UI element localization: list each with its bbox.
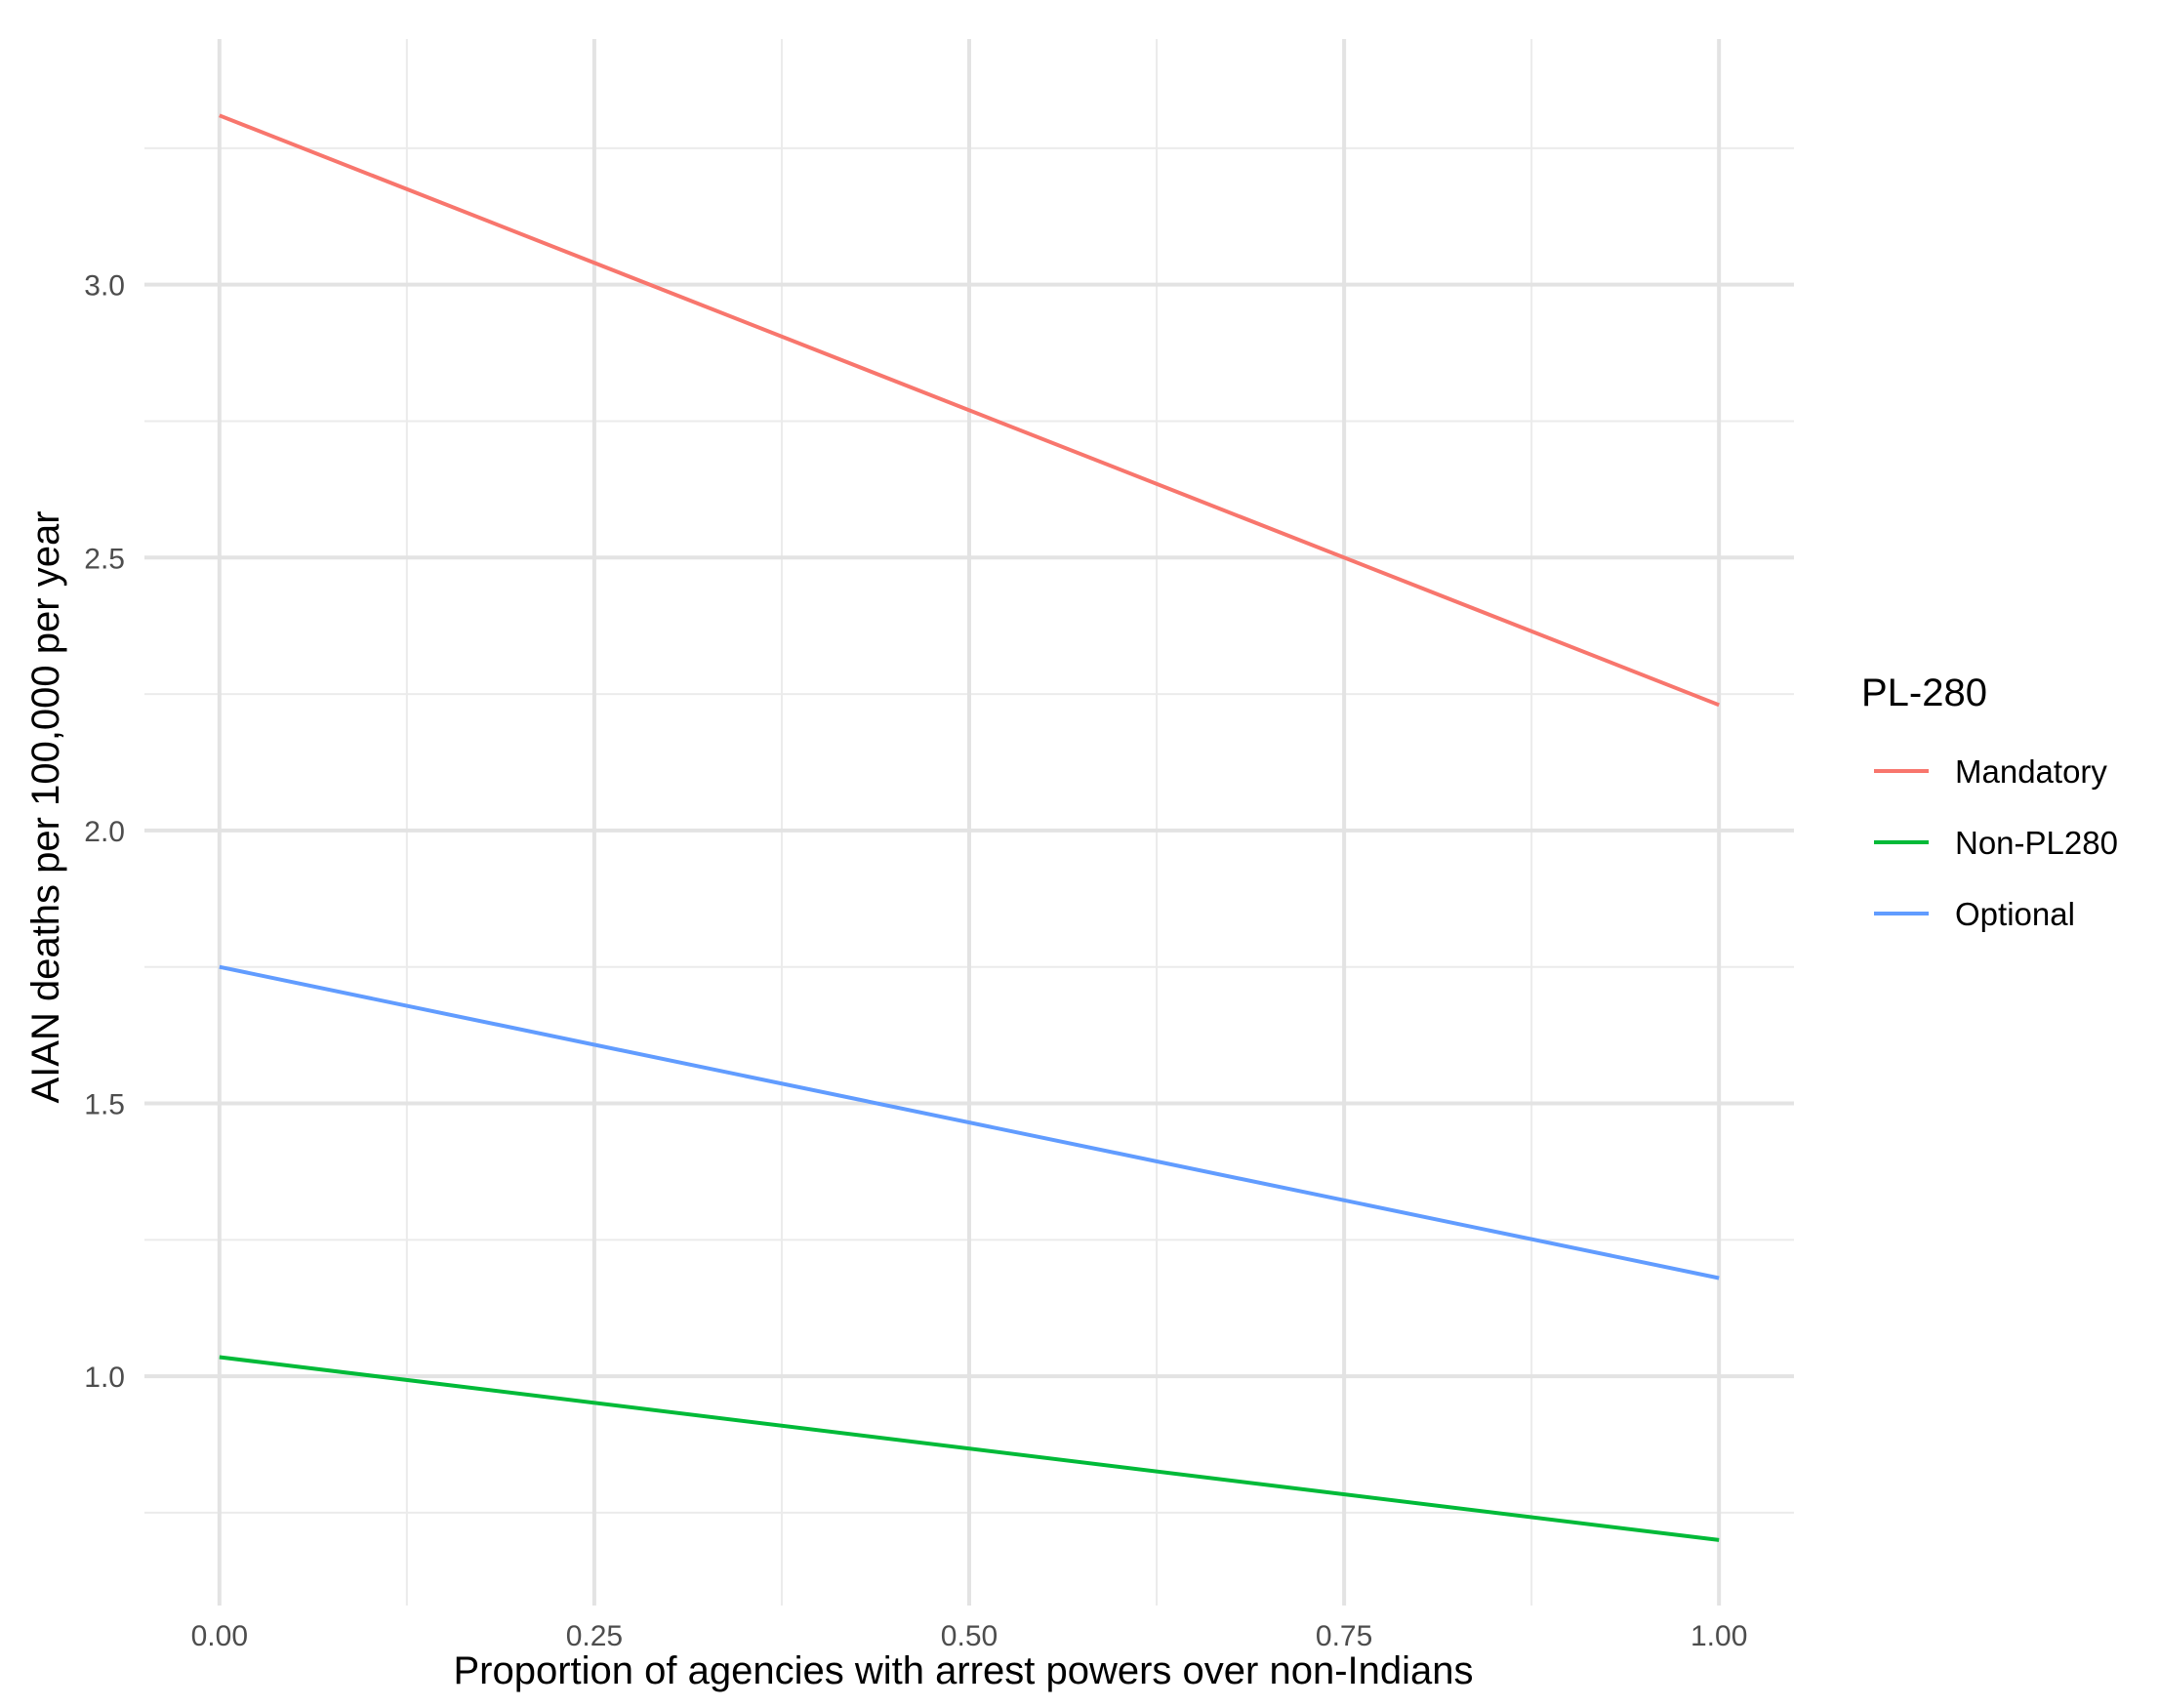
x-tick-label: 0.50	[941, 1620, 998, 1652]
x-tick-label: 0.00	[191, 1620, 248, 1652]
y-axis-title: AIAN deaths per 100,000 per year	[24, 510, 67, 1103]
x-tick-label: 0.25	[566, 1620, 623, 1652]
series-line-non-pl280	[219, 1355, 1720, 1542]
y-tick-label: 3.0	[84, 270, 125, 303]
x-tick-labels: 0.00 0.25 0.50 0.75 1.00	[191, 1620, 1748, 1652]
legend-label: Non-PL280	[1955, 825, 2118, 861]
legend: PL-280 Mandatory Non-PL280 Optional	[1861, 671, 2118, 932]
y-tick-label: 1.5	[84, 1089, 125, 1121]
series-line-mandatory	[219, 113, 1720, 708]
y-tick-label: 1.0	[84, 1362, 125, 1394]
x-axis-title: Proportion of agencies with arrest power…	[454, 1649, 1474, 1692]
y-tick-labels: 1.0 1.5 2.0 2.5 3.0	[84, 270, 125, 1394]
x-tick-label: 0.75	[1316, 1620, 1372, 1652]
legend-title: PL-280	[1861, 671, 1987, 714]
series-lines	[219, 113, 1720, 1542]
series-line-optional	[219, 964, 1720, 1281]
y-tick-label: 2.5	[84, 543, 125, 575]
y-tick-label: 2.0	[84, 816, 125, 848]
legend-label: Optional	[1955, 896, 2075, 932]
x-tick-label: 1.00	[1691, 1620, 1747, 1652]
legend-label: Mandatory	[1955, 753, 2107, 790]
major-gridlines	[144, 39, 1794, 1606]
legend-items: Mandatory Non-PL280 Optional	[1874, 753, 2118, 932]
